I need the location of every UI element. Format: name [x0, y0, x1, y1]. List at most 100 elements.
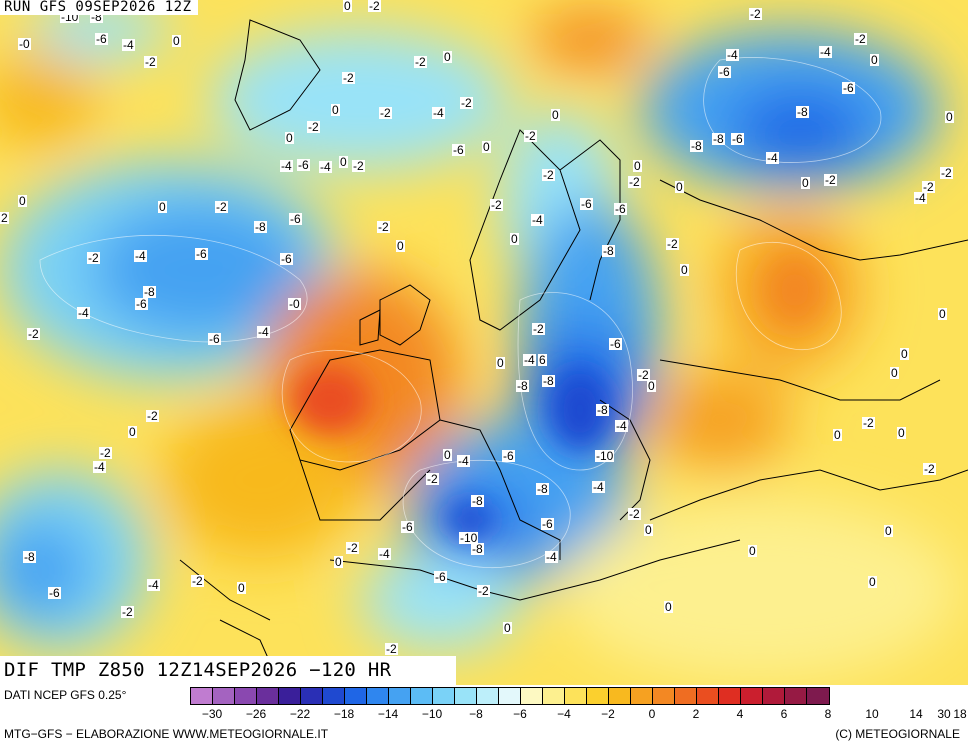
contour-label: -2	[379, 106, 392, 120]
contour-label: 0	[633, 159, 642, 173]
legend-tick-label: −6	[513, 707, 527, 721]
legend-tick-label: 0	[648, 707, 656, 721]
contour-label: 0	[890, 366, 899, 380]
contour-label: 0	[680, 263, 689, 277]
contour-label: -4	[378, 547, 391, 561]
contour-label: -6	[297, 158, 310, 172]
contour-label: -2	[121, 605, 134, 619]
legend-swatch	[807, 688, 829, 704]
contour-label: 0	[664, 600, 673, 614]
contour-label: 2	[0, 211, 9, 225]
contour-label: -2	[666, 237, 679, 251]
legend-swatch	[345, 688, 367, 704]
contour-label: 0	[884, 524, 893, 538]
contour-label: -8	[471, 494, 484, 508]
legend-tick-label: 10	[865, 707, 879, 721]
contour-label: 0	[801, 176, 810, 190]
contour-label: -8	[536, 482, 549, 496]
contour-label: -6	[452, 143, 465, 157]
run-title: RUN GFS 09SEP2026 12Z	[0, 0, 198, 15]
contour-label: 0	[870, 53, 879, 67]
contour-label: 0	[945, 110, 954, 124]
contour-label: -4	[615, 419, 628, 433]
contour-label: -2	[749, 7, 762, 21]
contour-label: 0	[443, 50, 452, 64]
contour-label: -4	[319, 160, 332, 174]
contour-label: -6	[280, 252, 293, 266]
legend-swatch	[301, 688, 323, 704]
contour-label: 0	[748, 544, 757, 558]
contour-label: -2	[99, 446, 112, 460]
contour-label: -2	[923, 462, 936, 476]
contour-label: -2	[144, 55, 157, 69]
legend-tick-label: −30	[201, 707, 223, 721]
legend-tick-label: −2	[601, 707, 615, 721]
legend-swatch	[323, 688, 345, 704]
contour-label: 0	[285, 131, 294, 145]
legend-swatch	[631, 688, 653, 704]
contour-label: 0	[482, 140, 491, 154]
legend-swatch	[257, 688, 279, 704]
contour-label: -2	[637, 368, 650, 382]
contour-label: -4	[819, 45, 832, 59]
contour-label: -2	[490, 198, 503, 212]
contour-label: -0	[18, 37, 31, 51]
contour-label: 0	[172, 34, 181, 48]
contour-label: 0	[644, 523, 653, 537]
contour-label: -2	[377, 220, 390, 234]
contour-label: -2	[352, 159, 365, 173]
legend-tick-label: 8	[824, 707, 832, 721]
contour-label: -4	[280, 159, 293, 173]
legend-tick-label: −10	[421, 707, 443, 721]
contour-label: -2	[854, 32, 867, 46]
contour-label: -4	[523, 353, 536, 367]
contour-label: -2	[628, 507, 641, 521]
contour-label: -2	[862, 416, 875, 430]
contour-label: -6	[208, 332, 221, 346]
contour-label: 0	[510, 232, 519, 246]
contour-label: -2	[146, 409, 159, 423]
contour-label: -4	[122, 38, 135, 52]
legend-swatch	[675, 688, 697, 704]
contour-label: -8	[602, 244, 615, 258]
legend-swatch	[191, 688, 213, 704]
contour-label: -2	[414, 55, 427, 69]
contour-label: -4	[726, 48, 739, 62]
legend-tick-label: −8	[469, 707, 483, 721]
contour-label: -6	[609, 337, 622, 351]
contour-label: -10	[459, 531, 479, 545]
contour-label: -8	[254, 220, 267, 234]
contour-label: -2	[477, 584, 490, 598]
contour-label: -6	[580, 197, 593, 211]
contour-label: -2	[342, 71, 355, 85]
contour-label: -2	[542, 168, 555, 182]
legend-swatch	[213, 688, 235, 704]
contour-label: -10	[595, 449, 615, 463]
legend-swatch	[455, 688, 477, 704]
legend-tick-label: 30	[937, 707, 951, 721]
contour-label: 0	[675, 180, 684, 194]
legend-tick-label: −14	[377, 707, 399, 721]
contour-label: -2	[524, 129, 537, 143]
contour-label: -6	[541, 517, 554, 531]
contour-label: 0	[868, 575, 877, 589]
contour-label: -4	[914, 191, 927, 205]
legend-swatch	[477, 688, 499, 704]
contour-label: -0	[288, 297, 301, 311]
legend-swatch	[785, 688, 807, 704]
contour-label: -4	[147, 578, 160, 592]
legend-swatch	[389, 688, 411, 704]
contour-label: -2	[940, 166, 953, 180]
legend-swatch	[587, 688, 609, 704]
contour-label: -8	[542, 374, 555, 388]
contour-label: -6	[135, 297, 148, 311]
legend-swatch	[719, 688, 741, 704]
contour-label: -4	[93, 460, 106, 474]
legend-swatch	[367, 688, 389, 704]
contour-label: -6	[195, 247, 208, 261]
legend-tick-label: −4	[557, 707, 571, 721]
contour-label: -8	[596, 403, 609, 417]
contour-label: 0	[897, 426, 906, 440]
contour-label: -6	[434, 570, 447, 584]
contour-label: -2	[87, 251, 100, 265]
